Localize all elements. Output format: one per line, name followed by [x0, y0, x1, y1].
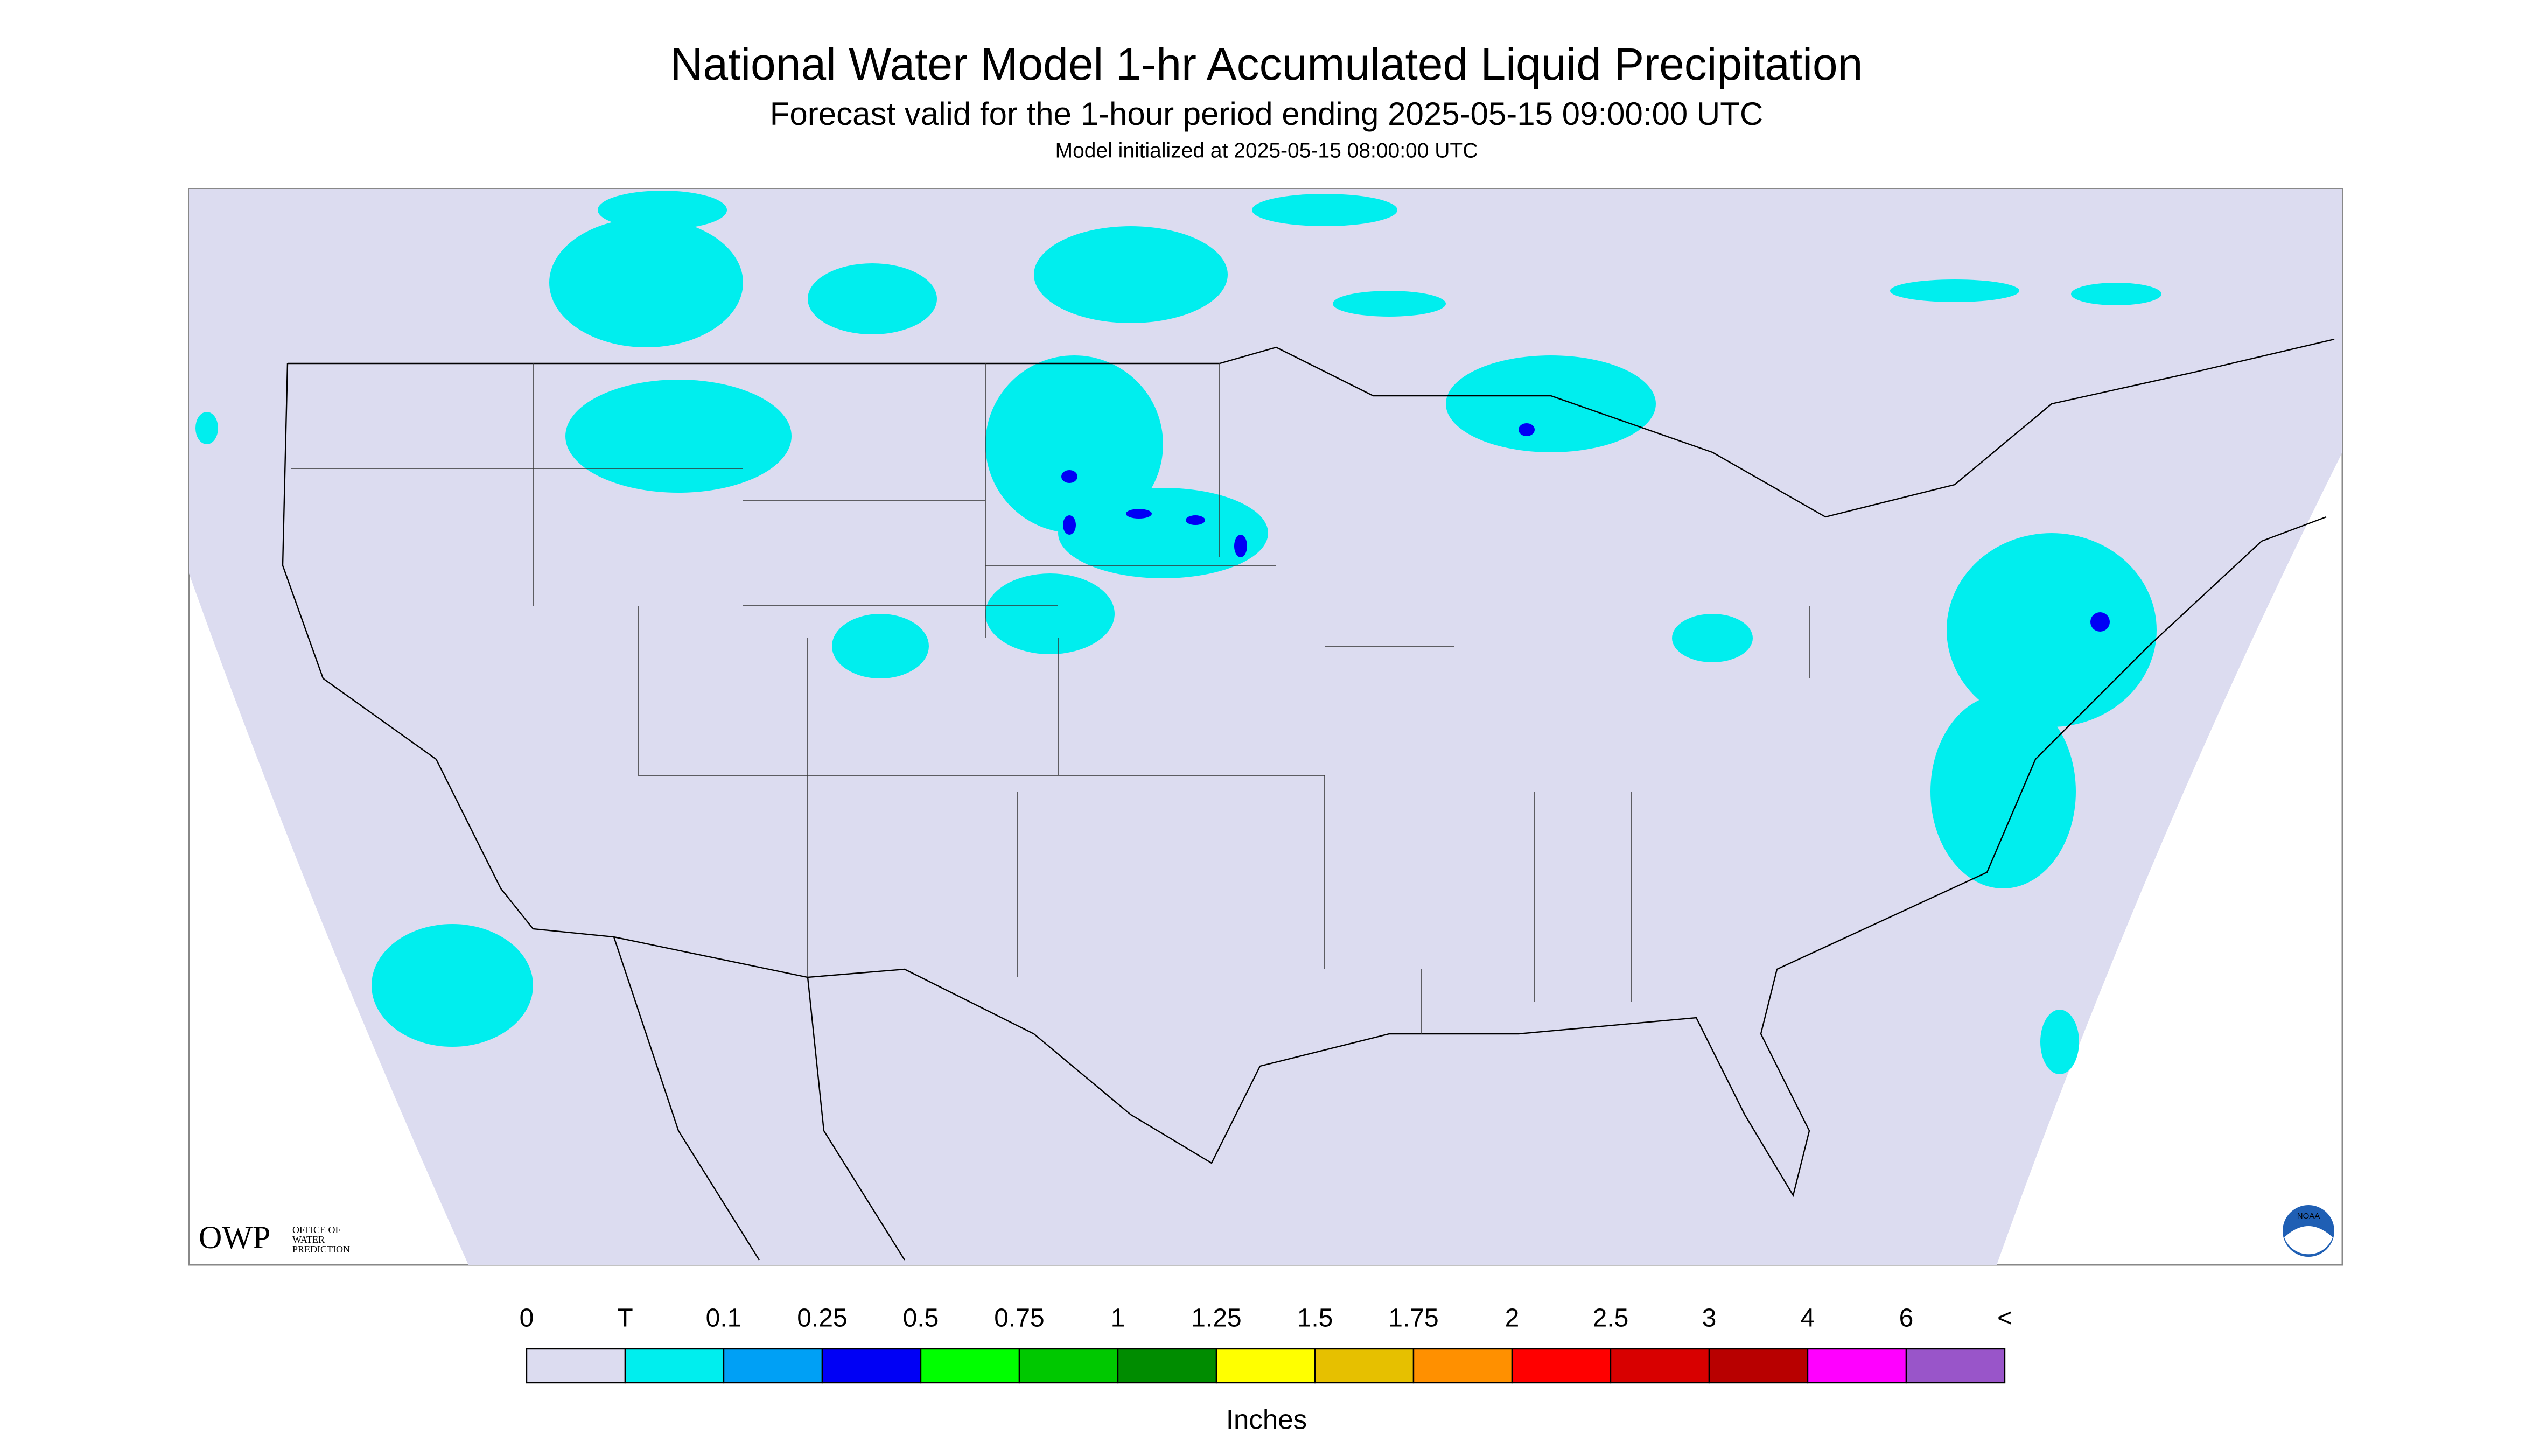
- owp-line: OFFICE OF: [292, 1224, 341, 1235]
- owp-line: PREDICTION: [292, 1244, 350, 1255]
- owp-logo: OWP: [199, 1220, 270, 1255]
- noaa-wave: [2284, 1226, 2333, 1255]
- colorbar-cell: [1314, 1348, 1415, 1384]
- colorbar-label: 2.5: [1593, 1304, 1629, 1333]
- colorbar-cell: [1807, 1348, 1907, 1384]
- colorbar-cell: [1511, 1348, 1612, 1384]
- colorbar-cell: [1905, 1348, 2006, 1384]
- colorbar: 0 T 0.1 0.25 0.5 0.75 1 1.25 1.5 1.75 2 2.5 3 4 6 <: [520, 1304, 2012, 1384]
- colorbar-cell: [624, 1348, 725, 1384]
- colorbar-cell: [1412, 1348, 1513, 1384]
- colorbar-cell: [1610, 1348, 1710, 1384]
- colorbar-unit: Inches: [1226, 1404, 1307, 1434]
- colorbar-label: T: [617, 1304, 633, 1333]
- colorbar-label: 1.5: [1297, 1304, 1333, 1333]
- subtitle: Forecast valid for the 1-hour period end…: [770, 96, 1763, 132]
- colorbar-cell: [920, 1348, 1020, 1384]
- colorbar-label: 1.25: [1191, 1304, 1241, 1333]
- colorbar-cell: [526, 1348, 626, 1384]
- colorbar-label: 0.25: [797, 1304, 847, 1333]
- colorbar-label: 1: [1111, 1304, 1125, 1333]
- owp-line: WATER: [292, 1234, 325, 1245]
- heavy-precip-spots: [1061, 423, 2110, 632]
- colorbar-cell: [1708, 1348, 1809, 1384]
- colorbar-cell: [1117, 1348, 1217, 1384]
- colorbar-label: 0.5: [903, 1304, 939, 1333]
- state-lines: [291, 363, 1810, 1034]
- colorbar-label: 1.75: [1388, 1304, 1438, 1333]
- colorbar-cell: [821, 1348, 922, 1384]
- borders: [282, 338, 2335, 1261]
- colorbar-label: <: [1997, 1304, 2012, 1333]
- colorbar-cell: [1018, 1348, 1119, 1384]
- colorbar-label: 2: [1505, 1304, 1520, 1333]
- colorbar-label: 6: [1899, 1304, 1914, 1333]
- colorbar-cell: [1215, 1348, 1316, 1384]
- colorbar-label: 0.75: [994, 1304, 1044, 1333]
- init-note: Model initialized at 2025-05-15 08:00:00…: [1055, 139, 1478, 162]
- precip-areas: [195, 191, 2161, 1075]
- colorbar-label: 3: [1702, 1304, 1717, 1333]
- colorbar-label: 4: [1801, 1304, 1815, 1333]
- noaa-text: NOAA: [2297, 1212, 2320, 1221]
- colorbar-label: 0.1: [706, 1304, 742, 1333]
- title: National Water Model 1-hr Accumulated Li…: [670, 39, 1863, 89]
- map: OWP OFFICE OF WATER PREDICTION NOAA: [188, 188, 2343, 1266]
- colorbar-label: 0: [520, 1304, 534, 1333]
- colorbar-cell: [723, 1348, 823, 1384]
